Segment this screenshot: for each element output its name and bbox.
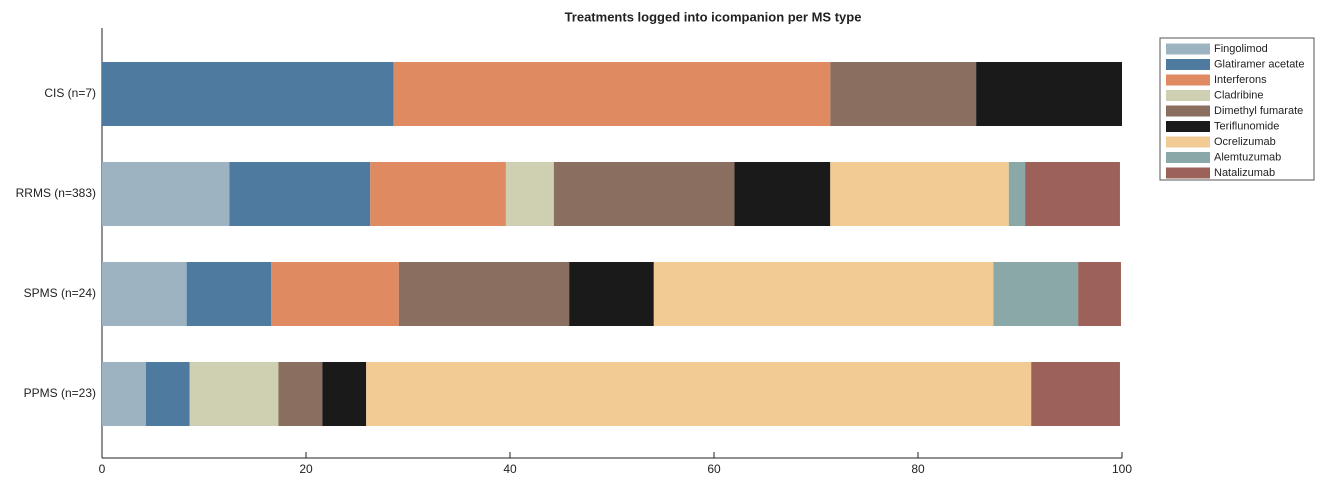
legend-label: Alemtuzumab (1214, 151, 1281, 163)
y-tick-label: SPMS (n=24) (24, 286, 96, 300)
legend-swatch (1166, 90, 1210, 101)
legend-swatch (1166, 43, 1210, 55)
x-tick-label: 80 (911, 462, 925, 476)
bar-segment (976, 62, 1122, 126)
bar-segment (1078, 262, 1121, 326)
legend-swatch (1166, 74, 1210, 86)
y-tick-label: PPMS (n=23) (24, 386, 96, 400)
legend-swatch (1166, 152, 1210, 163)
bar-segment (1031, 362, 1120, 426)
bar-segment (830, 62, 977, 126)
bar-segment (393, 62, 831, 126)
legend-label: Fingolimod (1214, 43, 1268, 55)
legend-swatch (1166, 136, 1210, 148)
bar-segment (189, 362, 279, 426)
bar-segment (398, 262, 570, 326)
bar-segment (229, 162, 371, 226)
x-tick-label: 0 (99, 462, 106, 476)
legend-swatch (1166, 121, 1210, 132)
bar-segment (322, 362, 367, 426)
legend-label: Dimethyl fumarate (1214, 105, 1303, 117)
x-tick-label: 60 (707, 462, 721, 476)
legend-swatch (1166, 167, 1210, 179)
bar-segment (1025, 162, 1120, 226)
legend-swatch (1166, 105, 1210, 117)
bar-segment (553, 162, 735, 226)
bar-segment (102, 362, 146, 426)
legend-label: Ocrelizumab (1214, 136, 1276, 148)
legend-label: Glatiramer acetate (1214, 58, 1304, 70)
bar-segment (505, 162, 554, 226)
legend: Fingolimod Glatiramer acetate Interferons C… (1166, 43, 1304, 179)
bar-segment (370, 162, 506, 226)
legend-swatch (1166, 59, 1210, 70)
bar-segment (186, 262, 272, 326)
legend-label: Natalizumab (1214, 167, 1275, 179)
y-tick-label: CIS (n=7) (44, 86, 96, 100)
bar-segment (271, 262, 399, 326)
legend-label: Cladribine (1214, 89, 1264, 101)
bar-segment (734, 162, 831, 226)
chart-title: Treatments logged into icompanion per MS… (565, 9, 862, 24)
x-tick-label: 20 (299, 462, 313, 476)
legend-label: Teriflunomide (1214, 120, 1279, 132)
bar-segment (569, 262, 654, 326)
bar-segment (653, 262, 994, 326)
bar-segment (993, 262, 1079, 326)
bar-segment (102, 162, 230, 226)
bar-segment (366, 362, 1032, 426)
legend-label: Interferons (1214, 74, 1267, 86)
bar-segment (102, 62, 394, 126)
bar-segment (278, 362, 323, 426)
bar-segment (1008, 162, 1026, 226)
bar-segment (102, 262, 187, 326)
x-tick-label: 40 (503, 462, 517, 476)
y-tick-label: RRMS (n=383) (16, 186, 96, 200)
x-tick-label: 100 (1112, 462, 1132, 476)
bar-segment (145, 362, 190, 426)
bar-segment (830, 162, 1009, 226)
